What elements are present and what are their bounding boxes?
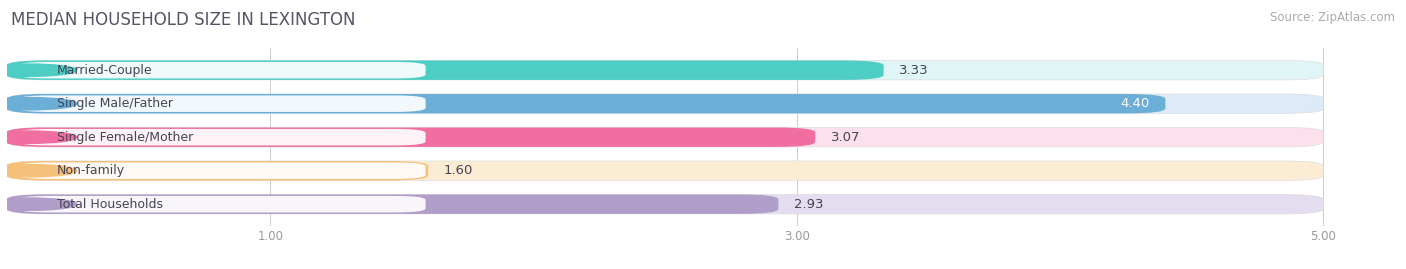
FancyBboxPatch shape — [17, 62, 426, 79]
FancyBboxPatch shape — [7, 194, 779, 214]
FancyBboxPatch shape — [7, 161, 1323, 180]
Circle shape — [0, 97, 77, 110]
FancyBboxPatch shape — [7, 128, 1323, 147]
FancyBboxPatch shape — [7, 94, 1323, 114]
FancyBboxPatch shape — [17, 196, 426, 213]
FancyBboxPatch shape — [7, 128, 815, 147]
Text: 2.93: 2.93 — [794, 198, 824, 211]
FancyBboxPatch shape — [7, 161, 429, 180]
FancyBboxPatch shape — [7, 61, 884, 80]
FancyBboxPatch shape — [7, 61, 1323, 80]
Text: Non-family: Non-family — [58, 164, 125, 177]
FancyBboxPatch shape — [17, 95, 426, 112]
Text: Married-Couple: Married-Couple — [58, 64, 153, 77]
Text: 3.33: 3.33 — [900, 64, 929, 77]
Text: Source: ZipAtlas.com: Source: ZipAtlas.com — [1270, 11, 1395, 24]
Text: Single Male/Father: Single Male/Father — [58, 97, 173, 110]
FancyBboxPatch shape — [17, 162, 426, 179]
Text: Total Households: Total Households — [58, 198, 163, 211]
FancyBboxPatch shape — [17, 129, 426, 146]
Circle shape — [0, 131, 77, 143]
Circle shape — [0, 64, 77, 76]
Text: 1.60: 1.60 — [444, 164, 474, 177]
Text: MEDIAN HOUSEHOLD SIZE IN LEXINGTON: MEDIAN HOUSEHOLD SIZE IN LEXINGTON — [11, 11, 356, 29]
FancyBboxPatch shape — [7, 94, 1166, 114]
Circle shape — [0, 165, 77, 177]
FancyBboxPatch shape — [7, 194, 1323, 214]
Circle shape — [0, 198, 77, 210]
Text: 3.07: 3.07 — [831, 131, 860, 144]
Text: Single Female/Mother: Single Female/Mother — [58, 131, 193, 144]
Text: 4.40: 4.40 — [1121, 97, 1150, 110]
